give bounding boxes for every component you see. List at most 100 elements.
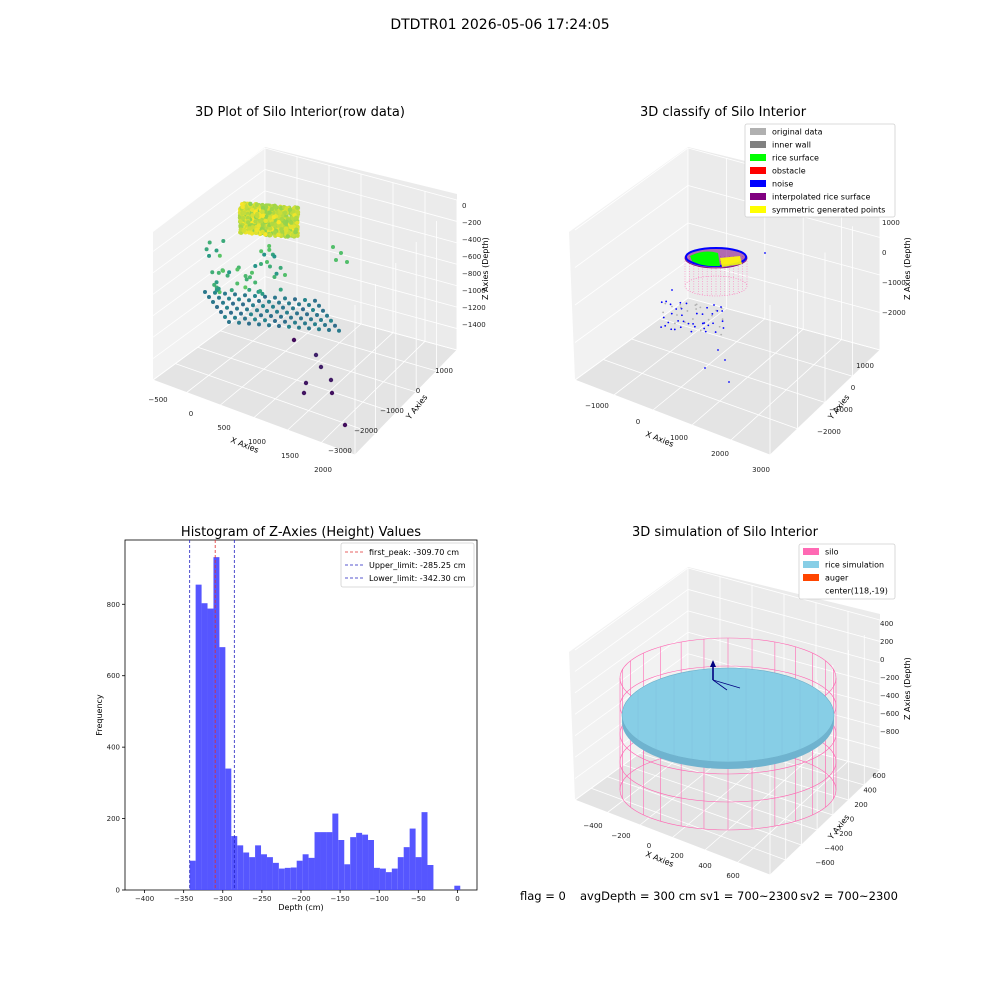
legend-swatch [803,548,819,555]
legend-label: inner wall [772,141,811,150]
data-point [317,303,321,308]
noise-point [664,302,667,305]
data-point [237,320,241,325]
data-point [251,303,255,308]
noise-point [681,314,683,317]
histogram-bar [278,868,285,890]
histogram-bar [320,832,327,890]
legend-label: symmetric generated points [772,206,885,215]
noise-point [684,321,686,324]
simulation-title: 3D simulation of Silo Interior [632,525,819,540]
noise-point [673,328,676,331]
data-point [249,270,254,275]
data-point [285,310,289,315]
grid-line [253,323,362,418]
y-tick-label: −1000 [829,406,853,414]
noise-point [722,327,725,329]
x-tick-label: 0 [647,842,651,850]
data-point [216,286,221,291]
data-point [309,317,313,322]
grid-line [197,346,396,414]
noise-point [713,304,715,306]
data-point [247,287,252,292]
data-point [267,244,272,249]
histogram-bar [266,857,273,890]
data-point [274,271,279,276]
data-point [212,282,217,287]
x-axis-label: X Axies [644,430,675,449]
noise-point [662,316,665,319]
histogram-bar [290,867,297,890]
data-point [219,310,223,314]
histogram-bar [189,860,196,890]
data-point [260,209,265,214]
z-tick-label: −400 [462,236,481,244]
data-point [313,298,317,303]
grid-line [152,147,266,231]
y-tick-label: 1000 [435,367,453,375]
symmetric-points-patch [720,256,742,267]
data-point [317,327,321,332]
x-tick-label: −1000 [585,402,609,410]
noise-point [699,306,702,309]
histogram-bar [237,845,244,890]
histogram-bar [403,847,410,890]
histogram-bar [397,857,404,890]
data-point [311,308,315,312]
data-point [249,312,253,317]
data-point [244,277,249,282]
pane-floor [153,298,457,455]
data-point [279,314,283,319]
histogram-bar [308,857,315,890]
x-tick-label: 0 [189,410,193,418]
panel-classify: 3D classify of Silo Interior −1000 0 1000 2… [569,105,912,474]
x-tick-label: −100 [370,895,389,903]
x-tick-label: 1000 [248,438,266,446]
data-point [263,214,269,219]
data-point [217,253,222,258]
data-point [244,205,249,210]
histogram-bar [207,608,214,890]
data-point [287,301,291,306]
histogram-bar [219,647,226,890]
legend-label: interpolated rice surface [772,193,870,202]
data-point [273,205,279,210]
data-point [313,322,317,327]
x-tick-label: −200 [291,895,310,903]
histogram-bar [272,862,279,890]
data-point [303,298,307,302]
noise-point [679,301,682,304]
data-point [295,209,301,215]
data-point [293,229,298,235]
grid-line [264,297,458,351]
grid-line [607,776,802,846]
grid-line [769,769,881,876]
data-point [329,390,335,396]
grid-lines [574,147,881,456]
legend-swatch [750,154,766,161]
y-tick-label: 0 [851,384,855,392]
data-point [293,297,297,302]
legend-swatch [750,141,766,148]
z-tick-label: 1000 [882,219,900,227]
data-point [291,337,297,343]
noise-point [692,318,694,320]
legend-swatch [750,180,766,187]
data-point [284,206,289,211]
noise-point [703,327,706,330]
noise-point [676,314,678,316]
noise-point [707,324,710,327]
z-tick-label: −800 [880,728,899,736]
histogram-bar [427,865,434,890]
noise-point [721,320,724,323]
x-tick-label: 200 [670,852,683,860]
data-point [253,317,257,322]
x-tick-label: −250 [252,895,271,903]
noise-point [686,310,689,312]
pane-back-left [569,147,688,380]
grid-line [704,752,817,851]
legend-swatch [803,574,819,581]
data-point [227,320,231,324]
grid-line [687,260,881,313]
